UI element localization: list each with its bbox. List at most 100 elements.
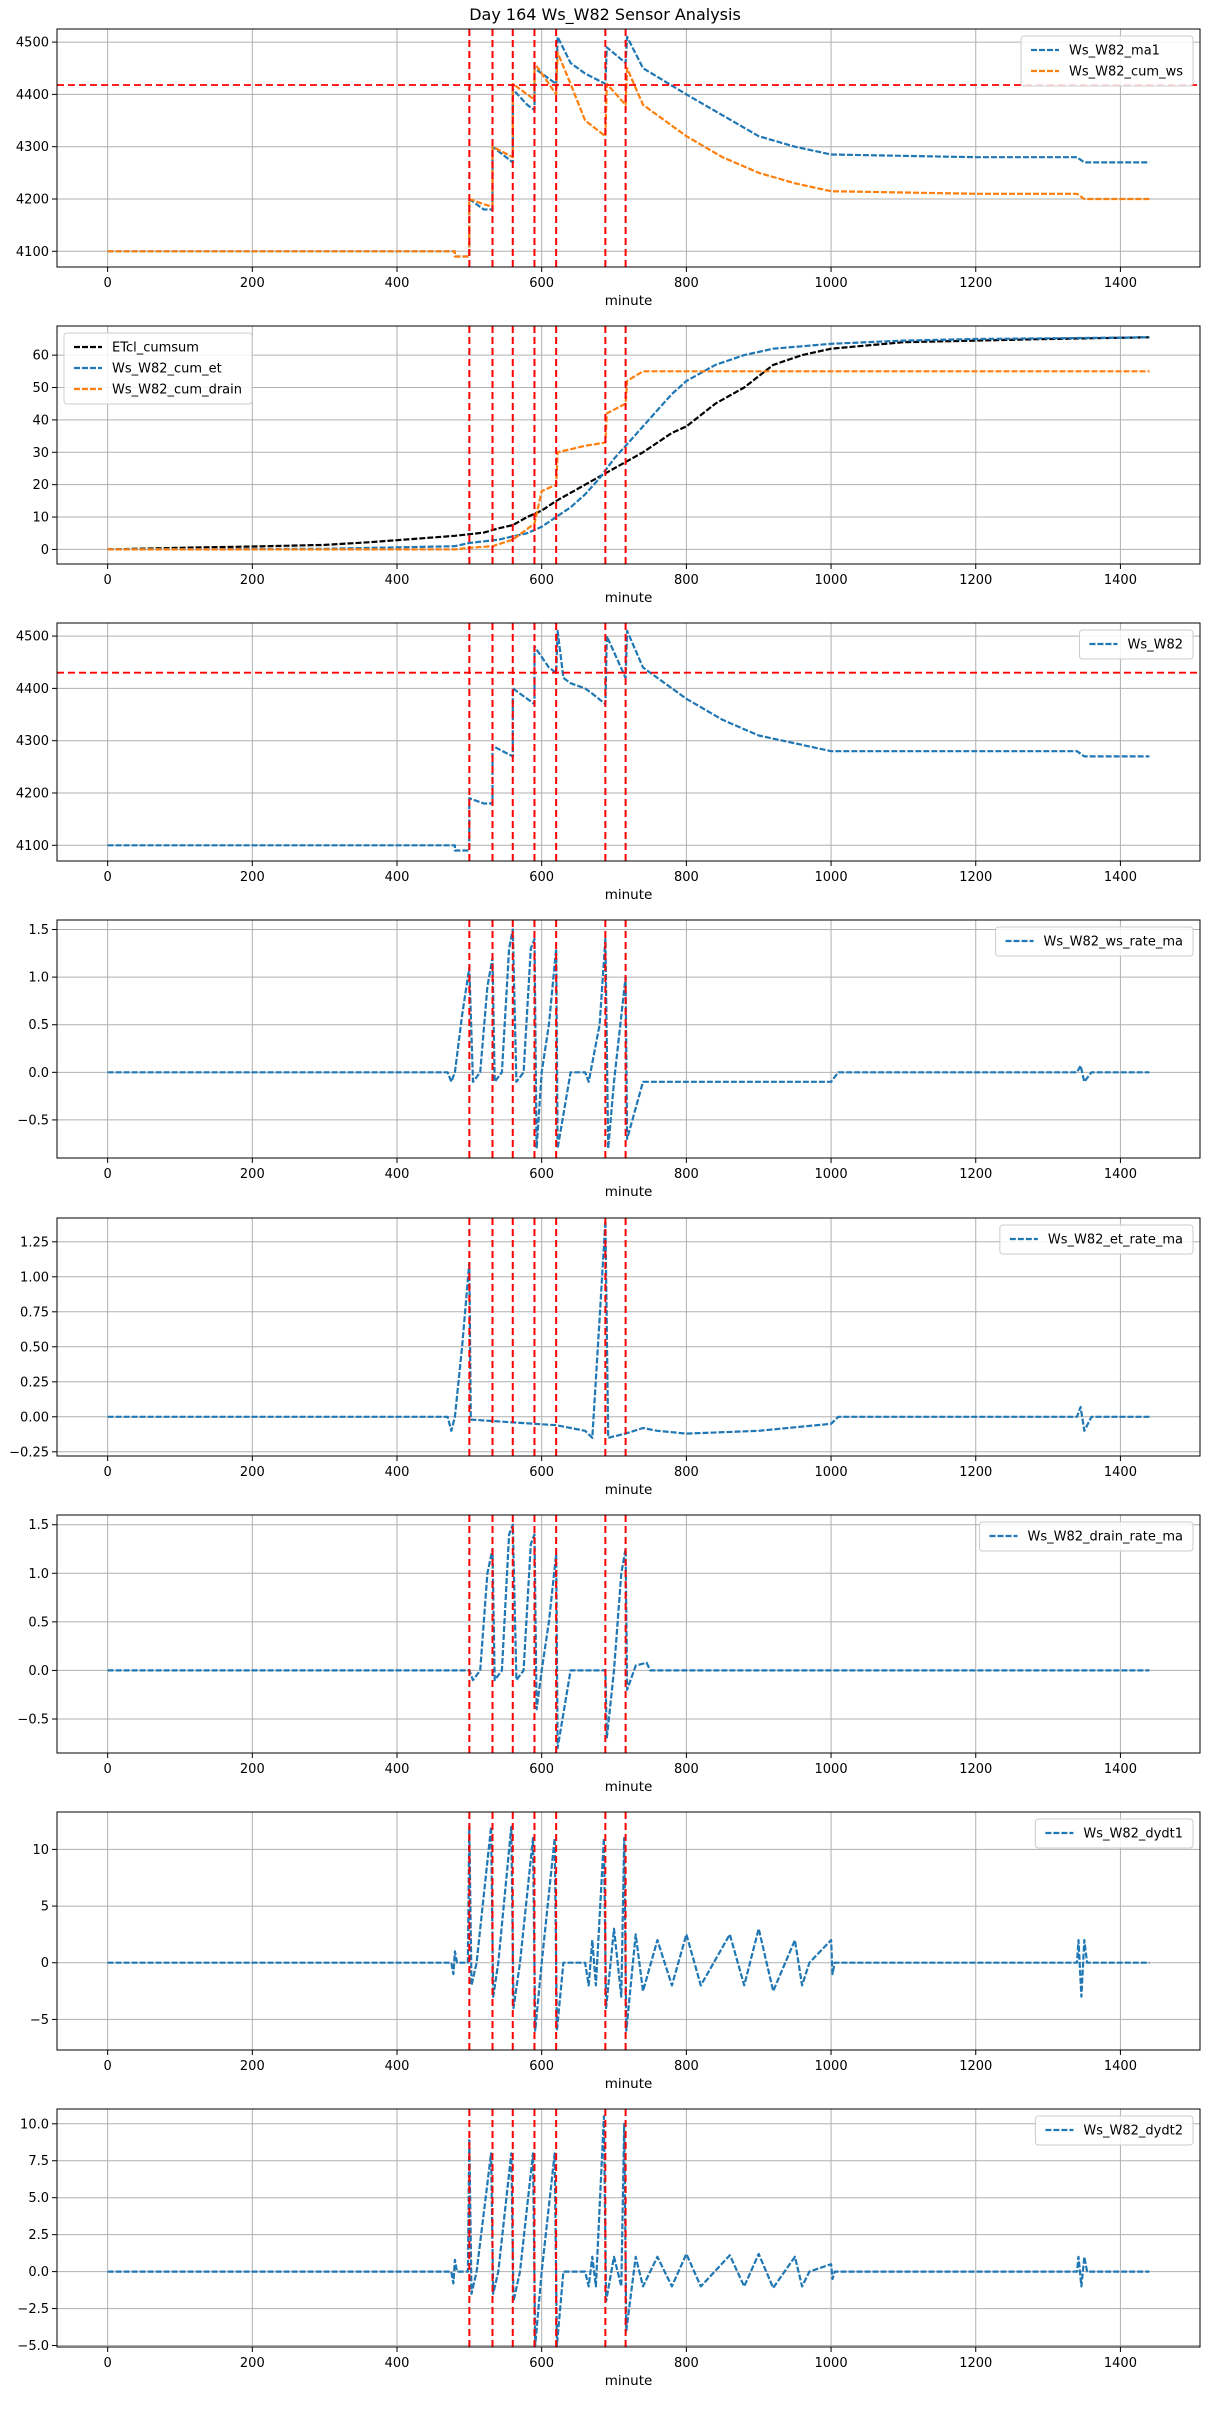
axes-frame bbox=[56, 622, 1201, 862]
y-tick-label: 7.5 bbox=[28, 2154, 49, 2169]
legend: Ws_W82_drain_rate_ma bbox=[979, 1521, 1194, 1552]
y-tick-label: 0.0 bbox=[28, 2265, 49, 2280]
x-tick-label: 1400 bbox=[1104, 1465, 1137, 1480]
x-tick-label: 0 bbox=[103, 1167, 111, 1182]
y-tick-label: −0.25 bbox=[9, 1445, 49, 1460]
x-tick-label: 1200 bbox=[959, 1465, 992, 1480]
x-tick-label: 1000 bbox=[815, 1465, 848, 1480]
series-line-Ws_W82_cum_ws bbox=[107, 51, 1150, 258]
x-tick-label: 1200 bbox=[959, 573, 992, 588]
y-tick-label: 1.0 bbox=[28, 971, 49, 986]
x-tick-label: 1200 bbox=[959, 870, 992, 885]
y-tick-label: 10.0 bbox=[20, 2117, 49, 2132]
legend-box bbox=[999, 1224, 1194, 1255]
x-tick-label: 200 bbox=[240, 2356, 265, 2371]
x-tick-label: 1400 bbox=[1104, 1762, 1137, 1777]
legend-label: Ws_W82_cum_et bbox=[112, 362, 222, 377]
subplot-7: 0 200 400 600 800 1000 1200 1400 −5 0 5 10 minute Ws_… bbox=[30, 1811, 1201, 2092]
x-tick-label: 0 bbox=[103, 2356, 111, 2371]
y-tick-label: 20 bbox=[32, 478, 49, 493]
y-tick-label: 4200 bbox=[16, 193, 49, 208]
y-tick-label: 0 bbox=[41, 543, 49, 558]
subplot-5: 0 200 400 600 800 1000 1200 1400 −0.25 0.00 0.25 0.… bbox=[9, 1217, 1201, 1498]
x-tick-label: 400 bbox=[385, 573, 410, 588]
legend: Ws_W82_dydt1 bbox=[1034, 1818, 1194, 1849]
y-tick-label: 40 bbox=[32, 413, 49, 428]
y-tick-label: 4100 bbox=[16, 245, 49, 260]
legend-label: Ws_W82_ma1 bbox=[1069, 44, 1160, 59]
x-tick-label: 800 bbox=[674, 1762, 699, 1777]
y-tick-label: 4200 bbox=[16, 787, 49, 802]
subplot-2: 0 200 400 600 800 1000 1200 1400 0 10 20 30 40 50 60 mi… bbox=[32, 325, 1201, 606]
legend-box bbox=[979, 1521, 1194, 1552]
subplot-3: 0 200 400 600 800 1000 1200 1400 4100 4200 4300 440… bbox=[16, 622, 1201, 903]
y-tick-label: 1.5 bbox=[28, 1518, 49, 1533]
x-tick-label: 800 bbox=[674, 1465, 699, 1480]
x-tick-label: 600 bbox=[529, 276, 554, 291]
subplot-4: 0 200 400 600 800 1000 1200 1400 −0.5 0.0 0.5 1.0 1.… bbox=[17, 919, 1201, 1200]
y-tick-label: −5 bbox=[30, 2013, 49, 2028]
legend: Ws_W82 bbox=[1078, 629, 1194, 660]
x-tick-label: 800 bbox=[674, 870, 699, 885]
legend-label: Ws_W82_et_rate_ma bbox=[1048, 1233, 1183, 1248]
legend: Ws_W82_dydt2 bbox=[1034, 2115, 1194, 2146]
x-tick-label: 0 bbox=[103, 1465, 111, 1480]
x-tick-label: 600 bbox=[529, 2059, 554, 2074]
legend-box bbox=[63, 332, 253, 405]
axes-frame bbox=[56, 2108, 1201, 2348]
y-tick-label: 4100 bbox=[16, 839, 49, 854]
x-tick-label: 1400 bbox=[1104, 276, 1137, 291]
x-tick-label: 200 bbox=[240, 870, 265, 885]
axes-frame bbox=[56, 1514, 1201, 1754]
x-axis-label: minute bbox=[605, 1779, 653, 1795]
x-axis-label: minute bbox=[605, 1184, 653, 1200]
plot-area bbox=[107, 1812, 1150, 2050]
series-line-Ws_W82_drain_rate_ma bbox=[107, 1523, 1150, 1750]
y-tick-label: 10 bbox=[32, 1843, 49, 1858]
series-line-Ws_W82_dydt1 bbox=[107, 1825, 1150, 2032]
y-tick-label: 0.0 bbox=[28, 1664, 49, 1679]
x-axis-label: minute bbox=[605, 887, 653, 903]
x-tick-label: 1000 bbox=[815, 1762, 848, 1777]
y-tick-label: −2.5 bbox=[17, 2302, 49, 2317]
x-tick-label: 0 bbox=[103, 1762, 111, 1777]
plot-area bbox=[107, 1218, 1150, 1456]
x-tick-label: 0 bbox=[103, 870, 111, 885]
x-tick-label: 600 bbox=[529, 870, 554, 885]
x-tick-label: 1000 bbox=[815, 2356, 848, 2371]
plot-area bbox=[107, 2109, 1150, 2347]
x-tick-label: 600 bbox=[529, 1167, 554, 1182]
y-tick-label: 1.0 bbox=[28, 1567, 49, 1582]
x-tick-label: 1400 bbox=[1104, 2059, 1137, 2074]
y-tick-label: −0.5 bbox=[17, 1713, 49, 1728]
x-tick-label: 1200 bbox=[959, 276, 992, 291]
y-tick-label: 4300 bbox=[16, 734, 49, 749]
legend-label: Ws_W82_dydt1 bbox=[1083, 1827, 1183, 1842]
x-tick-label: 800 bbox=[674, 276, 699, 291]
axes-frame bbox=[56, 1217, 1201, 1457]
axes-frame bbox=[56, 28, 1201, 268]
x-tick-label: 600 bbox=[529, 573, 554, 588]
series-line-Ws_W82_cum_et bbox=[107, 336, 1150, 551]
y-tick-label: 2.5 bbox=[28, 2228, 49, 2243]
legend-box bbox=[995, 926, 1194, 957]
x-tick-label: 200 bbox=[240, 573, 265, 588]
legend-box bbox=[1034, 1818, 1194, 1849]
y-tick-label: −5.0 bbox=[17, 2339, 49, 2354]
x-tick-label: 0 bbox=[103, 2059, 111, 2074]
x-tick-label: 800 bbox=[674, 2356, 699, 2371]
x-tick-label: 600 bbox=[529, 1465, 554, 1480]
plot-area bbox=[107, 326, 1150, 564]
legend-label: ETcl_cumsum bbox=[112, 341, 199, 356]
y-tick-label: 0.5 bbox=[28, 1018, 49, 1033]
series-line-Ws_W82 bbox=[107, 629, 1150, 852]
y-tick-label: 0.25 bbox=[20, 1375, 49, 1390]
x-tick-label: 200 bbox=[240, 2059, 265, 2074]
axes-frame bbox=[56, 919, 1201, 1159]
figure-title: Day 164 Ws_W82 Sensor Analysis bbox=[469, 5, 741, 25]
x-axis-label: minute bbox=[605, 293, 653, 309]
x-tick-label: 1000 bbox=[815, 276, 848, 291]
x-tick-label: 400 bbox=[385, 2059, 410, 2074]
x-tick-label: 0 bbox=[103, 573, 111, 588]
